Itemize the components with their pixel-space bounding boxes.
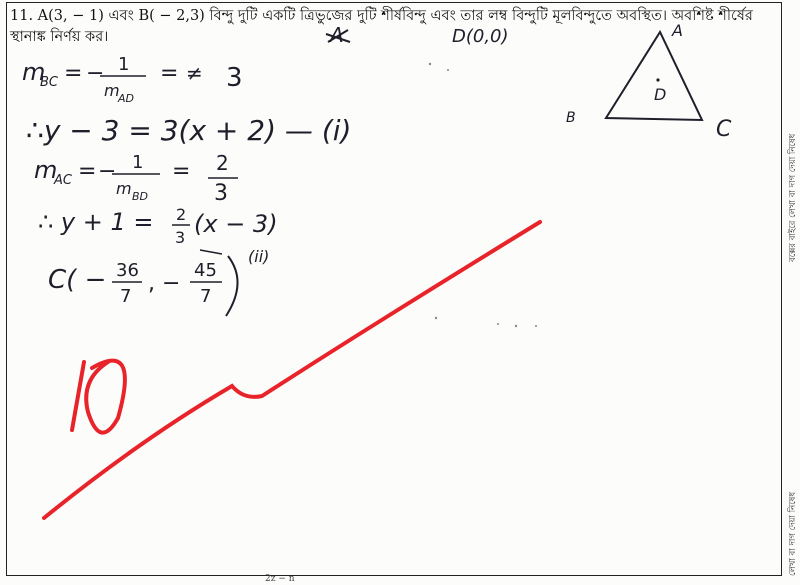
line1-m: m	[22, 58, 45, 86]
svg-text:(x − 3): (x − 3)	[194, 210, 278, 238]
solution-line-4: ∴ y + 1 = 2 3 (x − 3)	[38, 205, 278, 247]
vertex-d-label: D	[654, 85, 666, 104]
vertex-a-label: A	[671, 21, 683, 40]
question-text: 11. A(3, − 1) এবং B( − 2,3) বিন্দু দুটি …	[10, 6, 780, 48]
svg-text:3: 3	[226, 63, 243, 93]
score-stroke-2	[84, 358, 127, 435]
triangle-outline	[604, 29, 704, 122]
svg-text:3: 3	[175, 228, 185, 247]
solution-line-3: m AC = − 1 m BD = 2 3	[34, 151, 238, 206]
svg-text:−: −	[86, 61, 104, 86]
svg-text:(ii): (ii)	[248, 247, 269, 266]
grader-marks	[42, 220, 542, 520]
svg-text:m: m	[34, 156, 57, 184]
svg-text:36: 36	[116, 260, 139, 281]
svg-text:AD: AD	[117, 92, 134, 105]
svg-text:=: =	[172, 159, 190, 184]
svg-text:2: 2	[216, 151, 229, 175]
header-scribbles: A D(0,0)	[325, 23, 509, 47]
svg-text:45: 45	[194, 260, 217, 281]
svg-text:BD: BD	[132, 190, 148, 203]
svg-text:7: 7	[120, 286, 131, 307]
svg-text:A: A	[328, 23, 344, 47]
svg-text:m: m	[104, 81, 120, 100]
paper-specks	[428, 62, 537, 328]
footer-fragment: 2z − n	[265, 574, 295, 584]
svg-text:≠: ≠	[186, 61, 203, 85]
solution-line-1: m BC = − 1 m AD = ≠ 3	[22, 54, 243, 105]
line1-sub: BC	[40, 75, 59, 90]
question-number: 11.	[10, 8, 34, 24]
svg-text:=: =	[78, 159, 96, 184]
solution-line-2: ∴y − 3 = 3(x + 2) — (i)	[26, 114, 351, 147]
svg-text:1: 1	[118, 54, 129, 75]
score-stroke-1	[70, 360, 86, 432]
svg-text:7: 7	[200, 286, 211, 307]
svg-text:m: m	[116, 179, 132, 198]
svg-text:∴ y + 1 =: ∴ y + 1 =	[38, 208, 153, 236]
svg-text:3: 3	[214, 181, 228, 206]
svg-text:2: 2	[176, 205, 186, 224]
solution-line-5: C( − 36 7 , − 45 7 (ii)	[48, 247, 269, 317]
vertex-b-label: B	[566, 110, 576, 126]
question-body: A(3, − 1) এবং B( − 2,3) বিন্দু দুটি একটি…	[10, 8, 753, 45]
svg-text:1: 1	[132, 152, 143, 173]
svg-text:−: −	[98, 159, 116, 184]
origin-label: D(0,0)	[452, 26, 509, 47]
cancel-stroke	[42, 220, 542, 520]
line2-text: ∴y − 3 = 3(x + 2) — (i)	[26, 114, 351, 147]
svg-text:, −: , −	[148, 271, 180, 296]
svg-text:C( −: C( −	[48, 265, 106, 295]
svg-text:=: =	[160, 61, 178, 86]
svg-text:=: =	[64, 61, 82, 86]
triangle-sketch: A B C D	[566, 21, 732, 142]
answer-box	[6, 2, 782, 576]
svg-text:AC: AC	[53, 173, 73, 188]
vertex-c-label: C	[716, 117, 732, 142]
